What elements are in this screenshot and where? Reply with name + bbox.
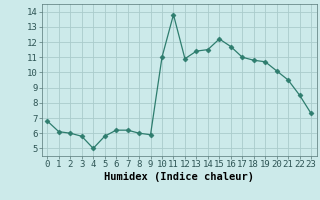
X-axis label: Humidex (Indice chaleur): Humidex (Indice chaleur) [104,172,254,182]
